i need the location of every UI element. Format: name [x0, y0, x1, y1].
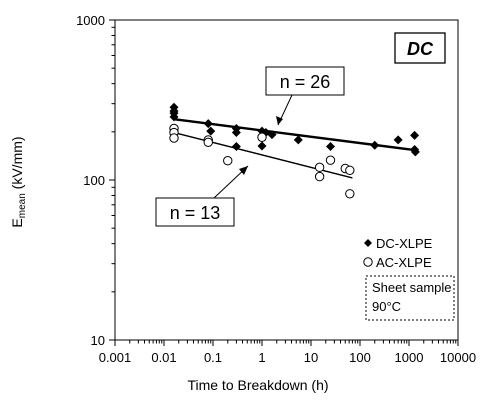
data-point-dc-xlpe [393, 135, 403, 145]
data-points [169, 102, 420, 199]
data-point-dc-xlpe [206, 126, 216, 136]
corner-label-box [394, 32, 446, 64]
data-point-ac-xlpe [169, 133, 179, 143]
data-point-dc-xlpe [231, 128, 241, 138]
x-tick-label: 100 [349, 350, 371, 365]
legend-marker-ac [363, 257, 373, 267]
data-point-ac-xlpe [345, 189, 355, 199]
data-point-ac-xlpe [223, 156, 233, 166]
data-point-dc-xlpe [203, 119, 213, 129]
data-point-ac-xlpe [257, 132, 267, 142]
data-point-dc-xlpe [370, 140, 380, 150]
legend-marker-dc [364, 239, 372, 247]
x-tick-label: 0.1 [204, 350, 222, 365]
x-tick-label: 1 [258, 350, 265, 365]
data-point-dc-xlpe [410, 130, 420, 140]
x-tick-label: 10 [304, 350, 318, 365]
annotation-ac: n = 13 [170, 203, 221, 223]
data-point-ac-xlpe [345, 165, 355, 175]
annotation-box-ac [155, 197, 235, 227]
note-line-1: Sheet sample [372, 280, 452, 295]
data-point-ac-xlpe [314, 171, 325, 182]
legend-label-ac: AC-XLPE [376, 255, 432, 270]
axis-ticks [109, 19, 459, 346]
y-axis-label: Emean (kV/mm) [9, 136, 28, 227]
annotation-box-dc [265, 66, 345, 96]
plot-frame [114, 19, 459, 341]
data-point-ac-xlpe [325, 155, 336, 165]
legend-label-dc: DC-XLPE [376, 236, 433, 251]
y-tick-label: 100 [83, 173, 105, 188]
x-tick-label: 10000 [440, 350, 476, 365]
y-tick-label: 10 [91, 333, 105, 348]
data-point-dc-xlpe [267, 130, 277, 140]
y-tick-labels: 10 100 1000 [76, 13, 105, 348]
x-tick-label: 1000 [395, 350, 424, 365]
x-axis-label: Time to Breakdown (h) [187, 377, 328, 393]
y-axis-label-subscript: mean [17, 193, 28, 218]
note-line-2: 90°C [372, 299, 401, 314]
x-tick-label: 0.001 [99, 350, 132, 365]
data-point-ac-xlpe [314, 162, 325, 173]
data-point-dc-xlpe [410, 147, 420, 157]
y-axis-label-main: E [9, 218, 25, 227]
annotation-arrowhead-dc [276, 116, 283, 125]
data-point-dc-xlpe [231, 141, 241, 151]
note-box [365, 275, 455, 321]
data-point-dc-xlpe [325, 141, 335, 151]
x-tick-label: 0.01 [151, 350, 176, 365]
y-axis-label-unit: (kV/mm) [9, 136, 25, 193]
legend: DC-XLPE AC-XLPE [363, 236, 433, 270]
x-tick-labels: 0.001 0.01 0.1 1 10 100 1000 10000 [99, 350, 476, 365]
annotation-arrowhead-ac [239, 166, 248, 175]
data-point-dc-xlpe [169, 112, 179, 122]
data-point-dc-xlpe [257, 141, 267, 151]
corner-label: DC [407, 39, 434, 59]
y-tick-label: 1000 [76, 13, 105, 28]
annotation-dc: n = 26 [280, 72, 331, 92]
data-point-dc-xlpe [293, 135, 303, 145]
data-point-ac-xlpe [203, 137, 213, 148]
